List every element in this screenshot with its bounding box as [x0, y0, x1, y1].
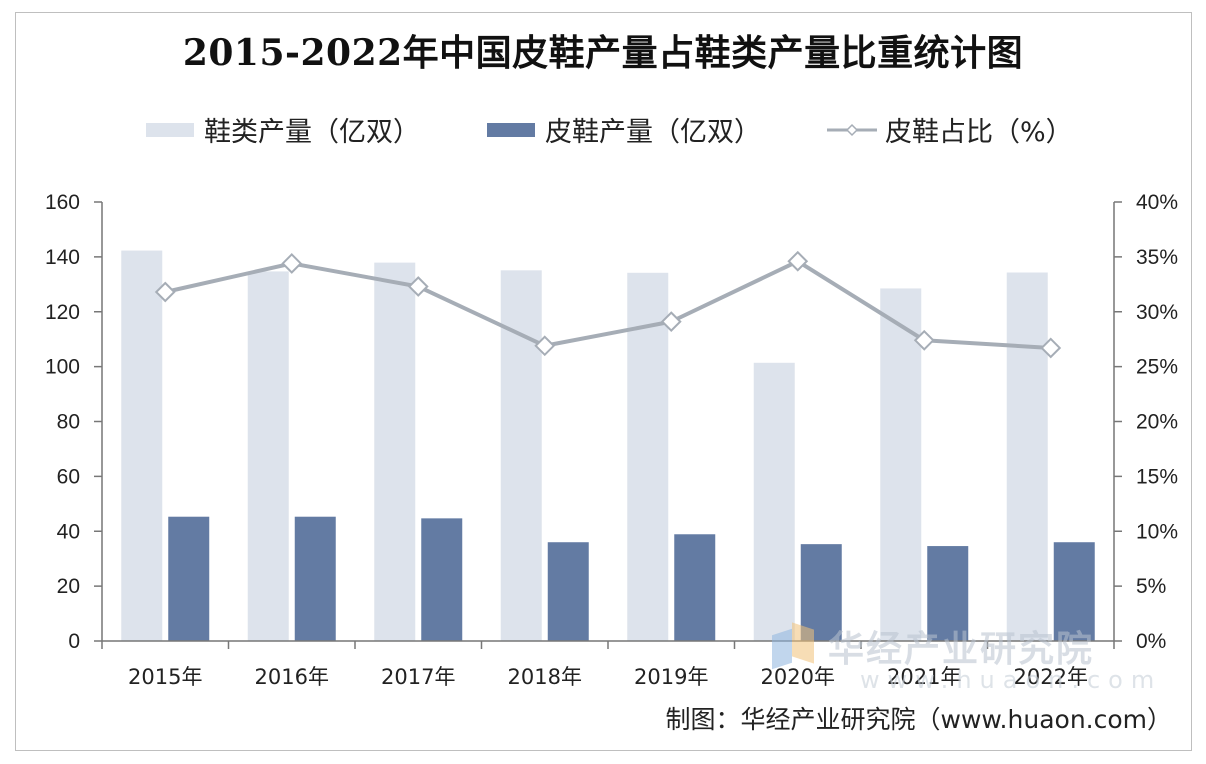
bar-shoes-1	[247, 271, 289, 641]
point-share-3	[534, 335, 556, 357]
legend-swatch-leather-shoes	[487, 122, 535, 137]
y-left-tick-label-3: 60	[57, 465, 80, 488]
point-share-0	[154, 281, 176, 303]
legend-item-share: 皮鞋占比（%）	[825, 110, 1073, 149]
x-tick-label-4: 2019年	[634, 665, 708, 689]
bar-shoes-3	[500, 270, 542, 641]
legend-label-leather-shoes: 皮鞋产量（亿双）	[545, 117, 761, 148]
legend-item-shoes: 鞋类产量（亿双）	[146, 110, 420, 149]
bar-shoes-2	[374, 262, 416, 641]
legend-label-shoes: 鞋类产量（亿双）	[204, 117, 420, 148]
legend-swatch-shoes	[146, 122, 194, 137]
y-right-tick-label-0: 0%	[1136, 630, 1166, 653]
line-share	[164, 259, 1051, 350]
x-tick-label-0: 2015年	[128, 665, 202, 689]
y-right-tick-label-2: 10%	[1136, 520, 1178, 543]
chart-credit: 制图：华经产业研究院（www.huaon.com）	[665, 705, 1172, 734]
point-share-6	[913, 329, 935, 351]
bar-shoes-4	[627, 272, 669, 641]
y-right-tick-label-5: 25%	[1136, 356, 1178, 379]
y-left-tick-label-2: 40	[57, 520, 80, 543]
point-share-5	[787, 250, 809, 272]
y-left-tick-label-5: 100	[45, 356, 80, 379]
bar-shoes-6	[880, 288, 922, 641]
chart-frame	[15, 12, 1192, 751]
legend-item-leather-shoes: 皮鞋产量（亿双）	[487, 110, 761, 149]
chart-title: 2015-2022年中国皮鞋产量占鞋类产量比重统计图	[182, 32, 1024, 74]
x-tick-label-6: 2021年	[887, 665, 961, 689]
y-right-tick-label-7: 35%	[1136, 246, 1178, 269]
y-left-tick-label-8: 160	[45, 191, 80, 214]
legend-label-share: 皮鞋占比（%）	[885, 117, 1073, 148]
x-tick-label-7: 2022年	[1014, 665, 1088, 689]
bar-leather-shoes-5	[800, 544, 842, 641]
bar-leather-shoes-7	[1053, 542, 1095, 641]
point-share-7	[1040, 337, 1062, 359]
y-right-tick-label-6: 30%	[1136, 301, 1178, 324]
y-right-tick-label-4: 20%	[1136, 411, 1178, 434]
y-right-tick-label-1: 5%	[1136, 575, 1166, 598]
legend-swatch-share	[827, 123, 877, 136]
x-tick-label-5: 2020年	[761, 665, 835, 689]
x-tick-label-2: 2017年	[381, 665, 455, 689]
y-left-tick-label-6: 120	[45, 301, 80, 324]
y-left-tick-label-7: 140	[45, 246, 80, 269]
bar-leather-shoes-4	[674, 534, 716, 641]
bar-leather-shoes-0	[168, 516, 210, 641]
x-tick-label-3: 2018年	[508, 665, 582, 689]
point-share-2	[407, 276, 429, 297]
y-right-tick-label-8: 40%	[1136, 191, 1178, 214]
bar-shoes-7	[1006, 272, 1048, 641]
y-left-tick-label-0: 0	[68, 630, 80, 653]
y-left-tick-label-4: 80	[57, 411, 80, 434]
watermark-url: www.huaon.com	[860, 666, 1163, 694]
watermark-logo-icon	[772, 622, 816, 670]
chart-legend: 鞋类产量（亿双） 皮鞋产量（亿双） 皮鞋占比（%）	[0, 110, 1206, 148]
bar-leather-shoes-6	[927, 546, 969, 641]
watermark: 华经产业研究院	[772, 620, 1094, 672]
x-tick-label-1: 2016年	[255, 665, 329, 689]
y-right-tick-label-3: 15%	[1136, 465, 1178, 488]
bar-shoes-5	[753, 362, 795, 641]
y-left-tick-label-1: 20	[57, 575, 80, 598]
bar-leather-shoes-2	[421, 518, 463, 641]
point-share-4	[660, 311, 682, 333]
watermark-text: 华经产业研究院	[828, 629, 1095, 670]
bar-leather-shoes-3	[547, 542, 589, 641]
bar-shoes-0	[121, 250, 163, 641]
point-share-1	[281, 253, 303, 274]
bar-leather-shoes-1	[294, 516, 336, 641]
